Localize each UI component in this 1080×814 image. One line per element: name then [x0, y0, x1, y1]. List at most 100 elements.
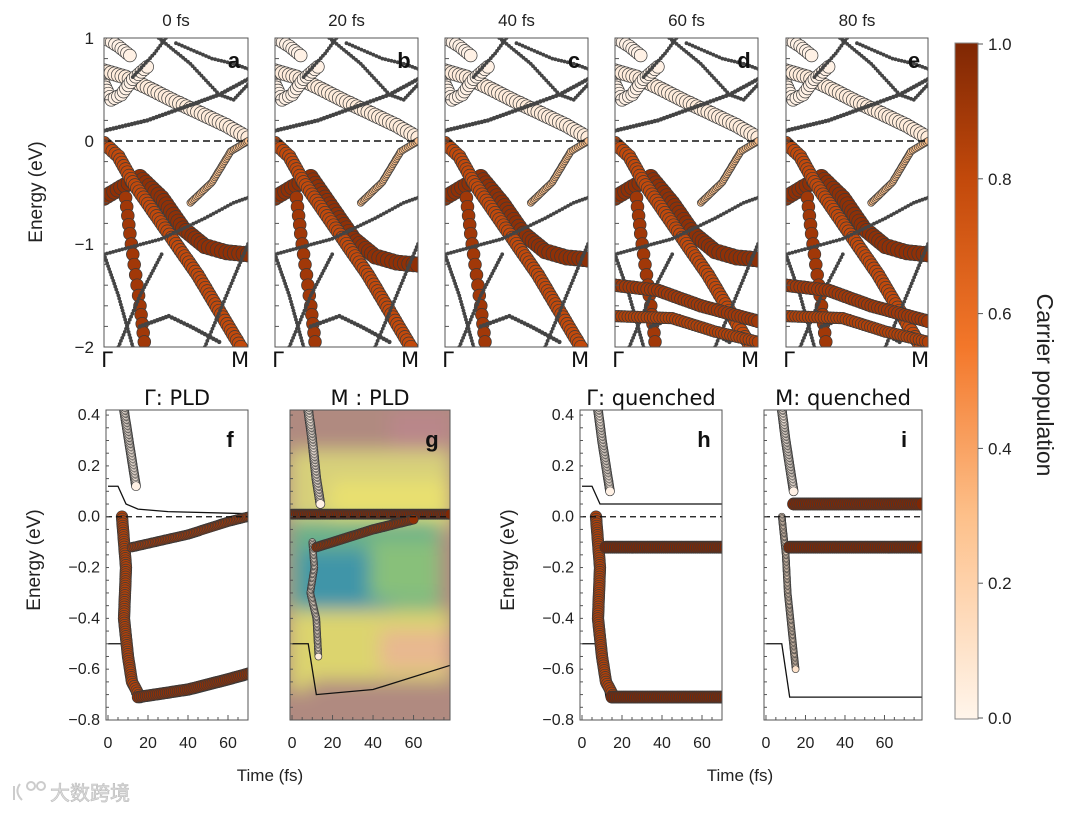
data-point	[495, 49, 499, 53]
data-point	[313, 285, 317, 290]
data-point	[108, 270, 113, 274]
data-point	[279, 270, 283, 274]
data-point	[249, 666, 261, 678]
data-point	[455, 249, 459, 253]
panel-title: Γ: PLD	[144, 386, 210, 410]
data-point	[350, 227, 355, 232]
data-point	[555, 314, 560, 319]
data-point	[787, 261, 791, 265]
x-tick-label: 0	[288, 735, 297, 752]
data-point	[643, 72, 648, 77]
data-point	[341, 231, 346, 236]
data-point	[386, 58, 391, 62]
data-point	[718, 541, 722, 553]
data-point	[293, 330, 298, 334]
x-tick-label: M	[231, 348, 249, 372]
data-point	[684, 230, 689, 234]
data-point	[307, 296, 312, 301]
data-point	[743, 272, 748, 277]
data-point	[804, 330, 809, 334]
data-point	[201, 76, 206, 80]
data-point	[921, 254, 925, 258]
data-point	[852, 231, 857, 236]
data-point	[673, 235, 677, 240]
data-point	[554, 210, 559, 215]
data-point	[229, 281, 234, 286]
data-point	[896, 58, 901, 62]
data-point	[573, 272, 578, 277]
data-point	[807, 323, 811, 328]
data-point	[121, 333, 126, 337]
panel-title: M: quenched	[775, 386, 911, 410]
data-point	[147, 240, 152, 245]
data-point	[627, 293, 632, 298]
data-point	[727, 92, 732, 97]
data-point	[123, 246, 128, 251]
data-point	[696, 224, 700, 229]
data-point	[637, 330, 642, 334]
data-point	[463, 314, 468, 319]
data-point	[544, 78, 549, 83]
data-point	[667, 257, 672, 262]
data-point	[663, 51, 667, 56]
y-tick-label: 0.4	[78, 407, 100, 424]
data-point	[454, 284, 459, 289]
data-point	[300, 314, 304, 319]
data-point	[557, 92, 562, 97]
data-point	[119, 339, 123, 343]
data-point	[298, 333, 303, 337]
data-point	[656, 279, 660, 284]
data-point	[392, 299, 396, 304]
data-point	[562, 59, 567, 64]
data-point	[640, 245, 644, 249]
data-point	[647, 296, 652, 301]
data-point	[741, 61, 746, 66]
x-tick-label: 60	[876, 735, 894, 752]
data-point	[192, 66, 197, 71]
data-point	[728, 691, 740, 703]
data-point	[372, 76, 376, 80]
plot-area	[290, 410, 450, 720]
data-point	[299, 336, 303, 340]
data-point	[909, 281, 914, 286]
data-point	[831, 270, 836, 274]
data-point	[238, 260, 243, 265]
data-point	[799, 296, 803, 301]
data-point	[585, 77, 588, 82]
data-point	[174, 41, 178, 46]
data-point	[177, 42, 181, 47]
data-point	[523, 45, 528, 49]
panel-label: g	[425, 427, 438, 452]
data-point	[202, 216, 207, 221]
data-point	[805, 326, 810, 331]
series-line	[582, 485, 722, 505]
data-point	[578, 260, 583, 265]
data-point	[233, 272, 238, 277]
data-point	[256, 664, 268, 676]
data-point	[129, 314, 134, 319]
data-point	[462, 311, 467, 316]
data-point	[276, 261, 280, 265]
data-point	[285, 287, 290, 292]
data-point	[579, 257, 584, 261]
data-point	[818, 243, 823, 247]
data-point	[640, 339, 644, 343]
y-tick-label: −0.2	[542, 560, 574, 577]
data-point	[918, 260, 923, 265]
data-point	[571, 61, 576, 66]
data-point	[145, 279, 150, 284]
data-point	[754, 245, 758, 249]
data-point	[789, 267, 793, 271]
data-point	[324, 263, 329, 268]
y-tick-label: 1	[85, 29, 94, 48]
data-point	[378, 213, 383, 218]
data-point	[577, 63, 582, 68]
data-point	[279, 250, 283, 255]
data-point	[227, 287, 231, 292]
data-point	[295, 326, 299, 331]
data-point	[466, 323, 470, 328]
data-point	[808, 330, 813, 334]
data-point	[718, 213, 723, 218]
data-point	[373, 216, 377, 221]
data-point	[493, 51, 497, 56]
